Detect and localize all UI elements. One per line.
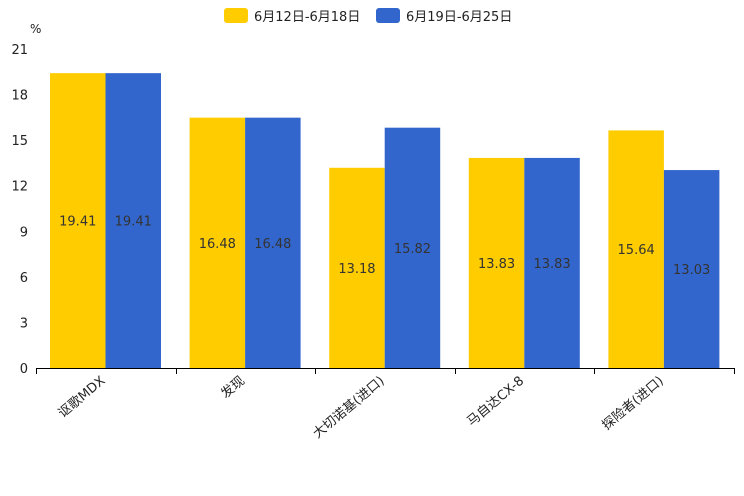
bar-value-label: 13.18 [338, 262, 375, 277]
x-category-label: 大切诺基(进口) [310, 374, 387, 442]
bar-value-label: 15.82 [394, 242, 431, 257]
bar-value-label: 16.48 [254, 237, 291, 252]
bar-value-label: 19.41 [115, 215, 152, 230]
bar-value-label: 16.48 [199, 237, 236, 252]
x-axis: 讴歌MDX 发现 大切诺基(进口) 马自达CX-8 探险者(进口) [36, 368, 735, 442]
bar-series2 [105, 73, 161, 368]
legend-label[interactable]: 6月12日-6月18日 [254, 10, 360, 25]
bar-value-label: 13.03 [673, 263, 710, 278]
bar-series2 [663, 170, 720, 368]
bar-series1 [329, 167, 385, 368]
bar-value-label: 13.83 [533, 257, 570, 272]
bars: 19.41 19.41 16.48 16.48 13.18 15.82 13.83 13.83… [50, 73, 720, 368]
y-tick-label: 3 [20, 316, 28, 331]
y-axis: 0 3 6 9 12 15 18 21 [11, 43, 28, 377]
bar-series2 [384, 127, 441, 368]
legend-swatch [376, 8, 400, 23]
x-category-label: 探险者(进口) [600, 374, 667, 434]
y-tick-label: 9 [20, 225, 28, 240]
y-tick-label: 0 [20, 362, 28, 377]
y-tick-label: 12 [11, 180, 28, 195]
y-tick-label: 18 [11, 89, 28, 104]
x-category-label: 讴歌MDX [56, 374, 109, 422]
bar-series1 [189, 117, 246, 368]
bar-value-label: 19.41 [59, 215, 96, 230]
y-tick-label: 15 [11, 134, 28, 149]
legend-label[interactable]: 6月19日-6月25日 [406, 10, 512, 25]
bar-value-label: 13.83 [478, 257, 515, 272]
bar-series1 [50, 73, 106, 368]
legend-swatch [224, 8, 248, 23]
x-category-label: 马自达CX-8 [464, 374, 527, 430]
bar-series2 [245, 117, 301, 368]
bar-series1 [468, 157, 525, 368]
bar-series2 [524, 157, 580, 368]
y-tick-label: 6 [20, 271, 28, 286]
y-axis-unit-label: % [30, 22, 41, 36]
legend: 6月12日-6月18日 6月19日-6月25日 [224, 8, 512, 25]
bar-value-label: 15.64 [618, 243, 655, 258]
y-tick-label: 21 [11, 43, 28, 58]
bar-series1 [608, 130, 664, 368]
x-category-label: 发现 [218, 373, 248, 402]
